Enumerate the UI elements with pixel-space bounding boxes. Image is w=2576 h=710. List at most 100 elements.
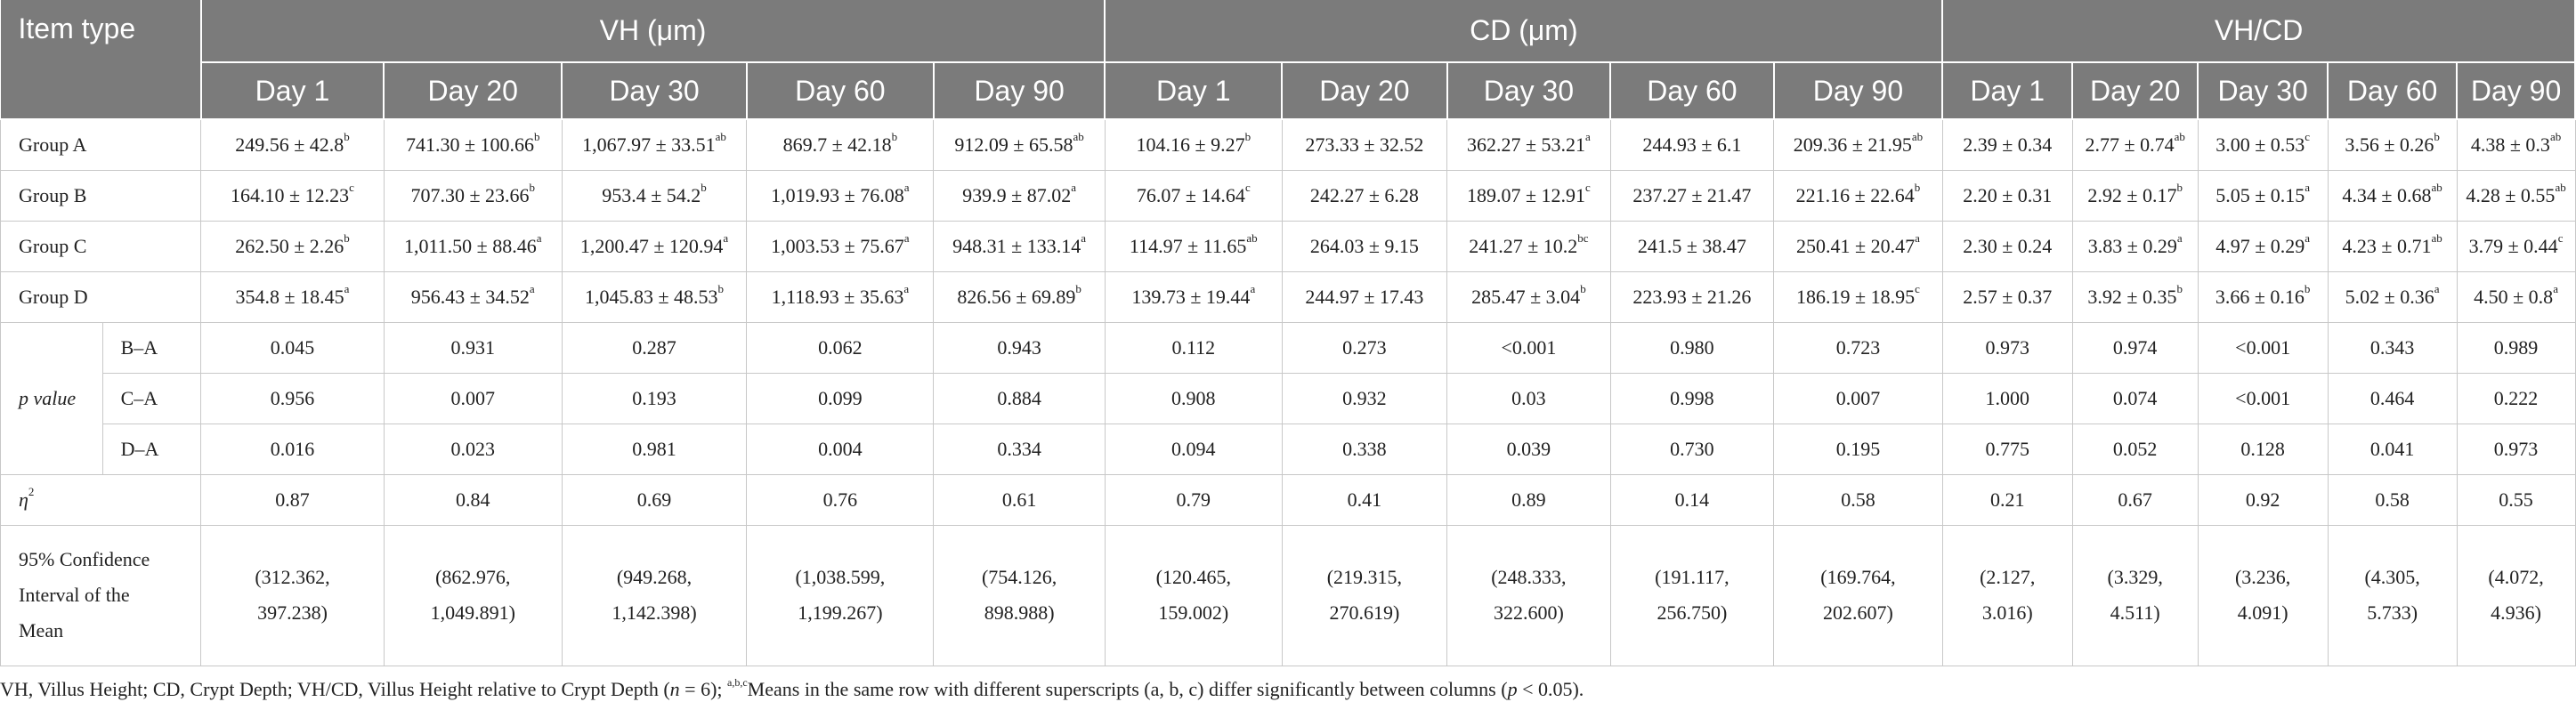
table-cell: 1,003.53 ± 75.67a <box>746 220 935 272</box>
table-cell: 0.76 <box>746 473 935 526</box>
table-cell: 3.56 ± 0.26b <box>2327 118 2458 171</box>
table-cell: 953.4 ± 54.2b <box>561 169 748 222</box>
table-cell: 0.69 <box>561 473 748 526</box>
table-cell: 0.89 <box>1446 473 1611 526</box>
table-cell: 1,200.47 ± 120.94a <box>561 220 748 272</box>
table-cell: 0.775 <box>1941 423 2073 475</box>
table-cell: <0.001 <box>1446 321 1611 374</box>
table-cell: 741.30 ± 100.66b <box>383 118 563 171</box>
table-cell: 0.062 <box>746 321 935 374</box>
table-cell: 273.33 ± 32.52 <box>1281 118 1448 171</box>
table-cell: 0.973 <box>1941 321 2073 374</box>
table-cell: 4.28 ± 0.55ab <box>2456 169 2576 222</box>
table-cell: 0.045 <box>200 321 385 374</box>
table-cell: 0.931 <box>383 321 563 374</box>
table-cell: (191.117, 256.750) <box>1609 524 1775 666</box>
table-cell: (120.465, 159.002) <box>1104 524 1283 666</box>
table-cell: 0.039 <box>1446 423 1611 475</box>
table-cell: 0.193 <box>561 372 748 424</box>
day-header: Day 90 <box>933 62 1106 120</box>
table-cell: 4.97 ± 0.29a <box>2197 220 2329 272</box>
group-header-vhcd: VH/CD <box>1942 0 2576 63</box>
table-cell: 869.7 ± 42.18b <box>746 118 935 171</box>
table-cell: 0.723 <box>1773 321 1943 374</box>
table-cell: 0.343 <box>2327 321 2458 374</box>
table-cell: (754.126, 898.988) <box>933 524 1106 666</box>
table-cell: 209.36 ± 21.95ab <box>1773 118 1943 171</box>
table-cell: 0.03 <box>1446 372 1611 424</box>
item-type-header: Item type <box>0 0 202 120</box>
row-label: Group A <box>0 118 202 171</box>
group-header-vh: VH (μm) <box>200 0 1106 63</box>
table-cell: 0.016 <box>200 423 385 475</box>
day-header: Day 30 <box>1446 62 1612 120</box>
table-cell: 264.03 ± 9.15 <box>1281 220 1448 272</box>
day-header: Day 1 <box>1105 62 1284 120</box>
table-cell: 939.9 ± 87.02a <box>933 169 1106 222</box>
table-cell: 262.50 ± 2.26b <box>200 220 385 272</box>
table-row: Group D 354.8 ± 18.45a 956.43 ± 34.52a 1,04… <box>0 270 2576 323</box>
table-cell: 3.79 ± 0.44c <box>2456 220 2576 272</box>
day-header: Day 60 <box>1610 62 1775 120</box>
table-cell: 0.943 <box>933 321 1106 374</box>
table-cell: 0.92 <box>2197 473 2329 526</box>
table-cell: 0.041 <box>2327 423 2458 475</box>
table-cell: 3.83 ± 0.29a <box>2071 220 2199 272</box>
table-cell: 4.23 ± 0.71ab <box>2327 220 2458 272</box>
table-cell: 2.39 ± 0.34 <box>1941 118 2073 171</box>
table-cell: 0.981 <box>561 423 748 475</box>
table-cell: 0.052 <box>2071 423 2199 475</box>
table-cell: 2.77 ± 0.74ab <box>2071 118 2199 171</box>
table-cell: 2.57 ± 0.37 <box>1941 270 2073 323</box>
table-cell: 0.21 <box>1941 473 2073 526</box>
table-cell: 244.97 ± 17.43 <box>1281 270 1448 323</box>
table-cell: 0.099 <box>746 372 935 424</box>
pvalue-row: p value B–A 0.045 0.931 0.287 0.062 0.943 0.112… <box>0 321 2576 475</box>
comparison-label: D–A <box>101 423 202 475</box>
table-cell: 0.61 <box>933 473 1106 526</box>
table-cell: 2.92 ± 0.17b <box>2071 169 2199 222</box>
table-cell: 0.980 <box>1609 321 1775 374</box>
table-cell: 223.93 ± 21.26 <box>1609 270 1775 323</box>
row-label: Group C <box>0 220 202 272</box>
table-cell: 354.8 ± 18.45a <box>200 270 385 323</box>
table-cell: 249.56 ± 42.8b <box>200 118 385 171</box>
table-cell: 826.56 ± 69.89b <box>933 270 1106 323</box>
table-cell: 1,067.97 ± 33.51ab <box>561 118 748 171</box>
table-cell: 0.956 <box>200 372 385 424</box>
table-cell: (169.764, 202.607) <box>1773 524 1943 666</box>
table-cell: 0.58 <box>2327 473 2458 526</box>
table-cell: 0.84 <box>383 473 563 526</box>
pvalue-label: p value <box>0 321 103 475</box>
table-cell: 0.007 <box>1773 372 1943 424</box>
table-cell: 76.07 ± 14.64c <box>1104 169 1283 222</box>
table-cell: 0.464 <box>2327 372 2458 424</box>
table-cell: 114.97 ± 11.65ab <box>1104 220 1283 272</box>
table-cell: (1,038.599, 1,199.267) <box>746 524 935 666</box>
table-cell: 189.07 ± 12.91c <box>1446 169 1611 222</box>
table-cell: 0.41 <box>1281 473 1448 526</box>
table-cell: <0.001 <box>2197 372 2329 424</box>
row-label: Group B <box>0 169 202 222</box>
day-header: Day 30 <box>562 62 748 120</box>
table-cell: 0.998 <box>1609 372 1775 424</box>
table-cell: (3.236, 4.091) <box>2197 524 2329 666</box>
table-cell: 0.932 <box>1281 372 1448 424</box>
table-cell: 285.47 ± 3.04b <box>1446 270 1611 323</box>
comparison-label: C–A <box>101 372 202 424</box>
day-header: Day 20 <box>1282 62 1448 120</box>
table-cell: 0.074 <box>2071 372 2199 424</box>
table-cell: (4.305, 5.733) <box>2327 524 2458 666</box>
pvalue-row: D–A 0.016 0.023 0.981 0.004 0.334 0.094 0.338 0.… <box>1 423 2576 475</box>
table-cell: 1.000 <box>1941 372 2073 424</box>
table-cell: 0.55 <box>2456 473 2576 526</box>
table-cell: 0.195 <box>1773 423 1943 475</box>
table-row: Group C 262.50 ± 2.26b 1,011.50 ± 88.46a 1,… <box>0 220 2576 272</box>
table-cell: 362.27 ± 53.21a <box>1446 118 1611 171</box>
table-cell: 707.30 ± 23.66b <box>383 169 563 222</box>
table-cell: 0.884 <box>933 372 1106 424</box>
table-cell: 948.31 ± 133.14a <box>933 220 1106 272</box>
table-row: Group B 164.10 ± 12.23c 707.30 ± 23.66b 953… <box>0 169 2576 222</box>
table-cell: 1,019.93 ± 76.08a <box>746 169 935 222</box>
confidence-interval-label: 95% Confidence Interval of the Mean <box>0 524 202 666</box>
